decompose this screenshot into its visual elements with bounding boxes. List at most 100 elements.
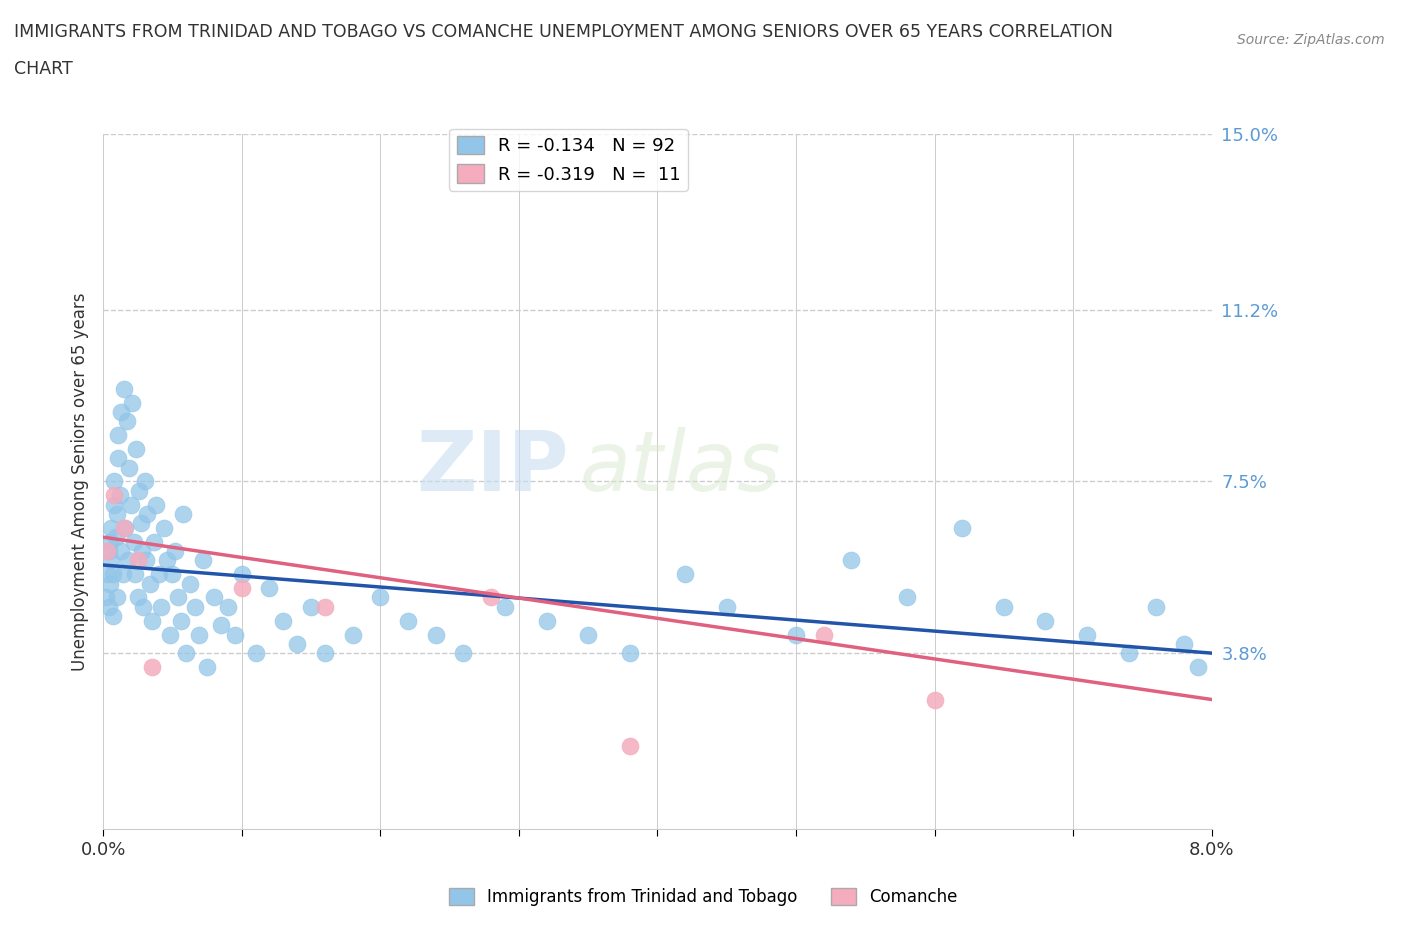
Point [131, 544, 153, 559]
Point [129, 516, 152, 531]
Point [122, 535, 145, 550]
Point [105, 590, 128, 604]
Point [150, 599, 173, 614]
Point [536, 613, 558, 628]
Point [576, 627, 599, 642]
Point [896, 590, 918, 604]
Point [1035, 613, 1057, 628]
Point [224, 627, 246, 642]
Point [396, 613, 419, 628]
Point [162, 566, 184, 581]
Point [104, 530, 127, 545]
Point [259, 580, 281, 595]
Point [118, 460, 141, 475]
Point [1173, 636, 1195, 651]
Point [167, 590, 190, 604]
Point [202, 590, 225, 604]
Point [98, 576, 121, 591]
Point [159, 627, 181, 642]
Point [117, 553, 139, 568]
Point [112, 381, 135, 396]
Point [179, 576, 201, 591]
Point [112, 521, 135, 536]
Point [139, 576, 162, 591]
Point [1076, 627, 1098, 642]
Point [314, 645, 336, 660]
Text: ZIP: ZIP [416, 427, 568, 508]
Text: IMMIGRANTS FROM TRINIDAD AND TOBAGO VS COMANCHE UNEMPLOYMENT AMONG SENIORS OVER : IMMIGRANTS FROM TRINIDAD AND TOBAGO VS C… [14, 23, 1114, 41]
Point [107, 451, 129, 466]
Point [453, 645, 475, 660]
Point [673, 566, 696, 581]
Point [110, 544, 132, 559]
Point [231, 580, 253, 595]
Point [120, 498, 142, 512]
Point [114, 521, 136, 536]
Point [124, 566, 146, 581]
Legend: R = -0.134   N = 92, R = -0.319   N =  11: R = -0.134 N = 92, R = -0.319 N = 11 [450, 128, 688, 191]
Point [187, 627, 209, 642]
Point [924, 692, 946, 707]
Point [195, 659, 218, 674]
Point [619, 645, 641, 660]
Point [217, 599, 239, 614]
Text: Source: ZipAtlas.com: Source: ZipAtlas.com [1237, 33, 1385, 46]
Point [271, 613, 294, 628]
Point [993, 599, 1015, 614]
Point [103, 498, 125, 512]
Point [173, 507, 195, 522]
Point [121, 395, 143, 410]
Point [96, 544, 118, 559]
Point [98, 535, 121, 550]
Point [479, 590, 502, 604]
Point [299, 599, 322, 614]
Point [101, 566, 124, 581]
Point [174, 645, 197, 660]
Point [135, 553, 157, 568]
Point [94, 590, 117, 604]
Point [156, 553, 179, 568]
Point [111, 566, 134, 581]
Point [191, 553, 214, 568]
Point [209, 618, 232, 632]
Point [103, 474, 125, 489]
Point [1118, 645, 1140, 660]
Point [136, 507, 159, 522]
Point [145, 498, 167, 512]
Point [368, 590, 391, 604]
Point [183, 599, 205, 614]
Point [813, 627, 835, 642]
Y-axis label: Unemployment Among Seniors over 65 years: Unemployment Among Seniors over 65 years [72, 292, 89, 671]
Point [165, 544, 187, 559]
Point [110, 405, 132, 419]
Point [619, 738, 641, 753]
Point [107, 428, 129, 443]
Legend: Immigrants from Trinidad and Tobago, Comanche: Immigrants from Trinidad and Tobago, Com… [441, 881, 965, 912]
Point [125, 442, 148, 457]
Point [127, 590, 149, 604]
Point [841, 553, 863, 568]
Point [100, 553, 122, 568]
Point [141, 613, 163, 628]
Point [314, 599, 336, 614]
Point [1187, 659, 1209, 674]
Point [108, 488, 131, 503]
Point [128, 484, 150, 498]
Point [716, 599, 738, 614]
Text: CHART: CHART [14, 60, 73, 78]
Point [170, 613, 193, 628]
Point [97, 544, 120, 559]
Point [1144, 599, 1167, 614]
Point [285, 636, 308, 651]
Point [425, 627, 447, 642]
Point [245, 645, 267, 660]
Point [132, 599, 155, 614]
Point [103, 488, 125, 503]
Point [153, 521, 176, 536]
Point [101, 608, 124, 623]
Point [127, 553, 149, 568]
Point [96, 566, 118, 581]
Point [231, 566, 253, 581]
Point [97, 599, 120, 614]
Text: atlas: atlas [579, 427, 782, 508]
